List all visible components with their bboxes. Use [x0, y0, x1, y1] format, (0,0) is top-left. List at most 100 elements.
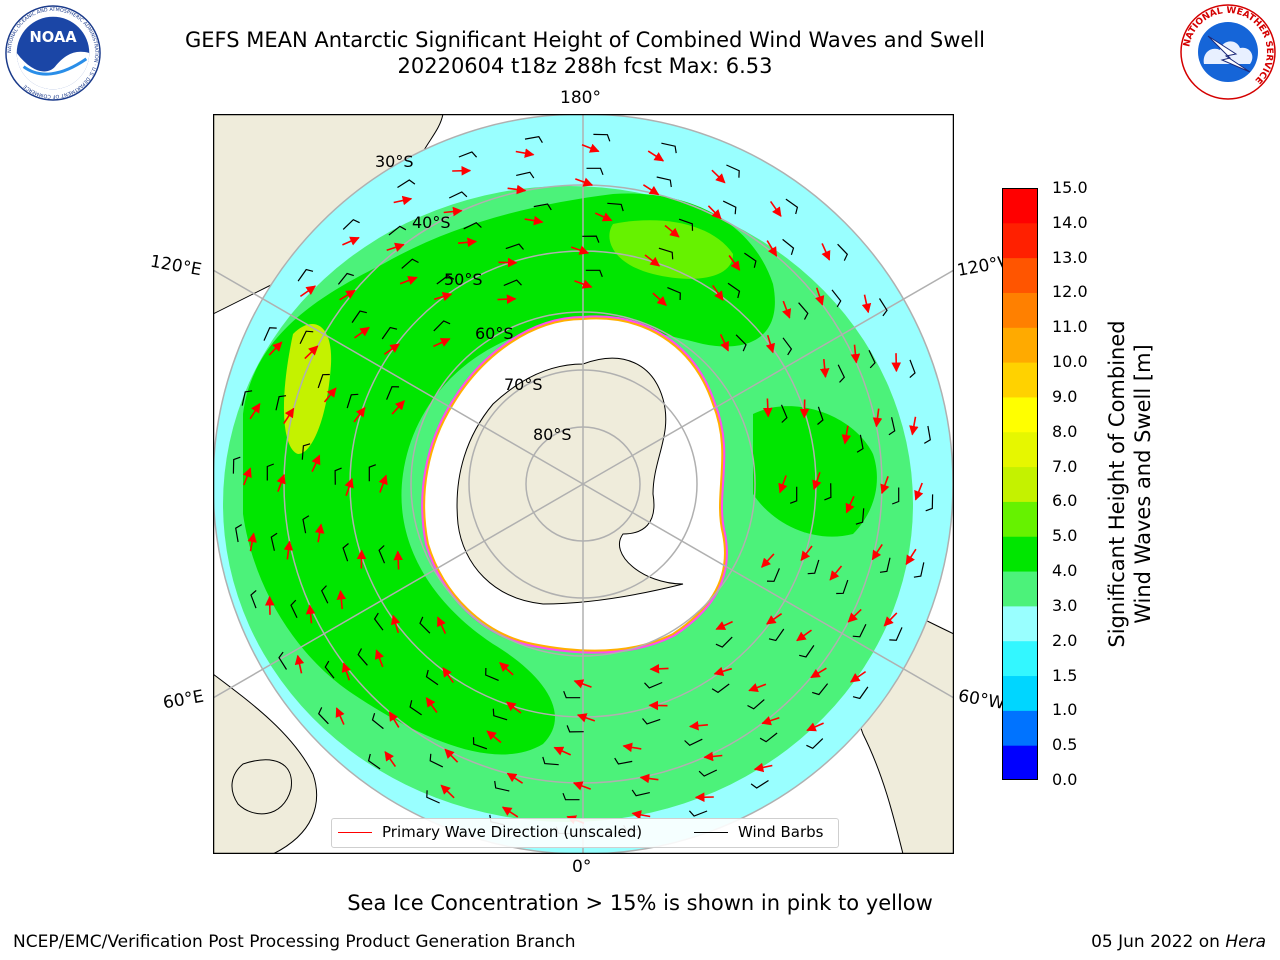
wind-barb	[782, 238, 795, 255]
wind-barb	[923, 425, 931, 444]
wave-direction-arrow	[647, 150, 665, 162]
lat-label-30s: 30°S	[375, 152, 414, 171]
wind-barb	[768, 628, 785, 642]
wind-barb	[582, 235, 600, 243]
wave-direction-arrow	[769, 200, 782, 217]
wind-barb	[868, 349, 876, 369]
wave-band-peak-2	[609, 220, 733, 279]
colorbar-label-line2: Wind Waves and Swell [m]	[1131, 344, 1155, 624]
noaa-logo: NOAA NATIONAL OCEANIC AND ATMOSPHERIC AD…	[5, 5, 101, 101]
wave-direction-arrow	[712, 284, 724, 301]
wave-direction-arrow	[815, 287, 825, 306]
colorbar-tick-label: 0.5	[1052, 735, 1078, 755]
wave-direction-arrow	[761, 716, 780, 726]
wave-direction-arrow	[524, 215, 544, 226]
wind-barb	[727, 282, 741, 299]
wind-barb	[278, 651, 288, 670]
wind-barb	[270, 532, 278, 551]
wind-barb	[715, 636, 733, 648]
wave-direction-arrow	[314, 523, 325, 543]
colorbar-tick-label: 9.0	[1052, 386, 1078, 406]
colorbar-band	[1002, 536, 1038, 572]
wave-direction-arrow	[336, 589, 347, 609]
wind-barb	[726, 164, 740, 178]
wave-direction-arrow	[515, 148, 535, 158]
wind-barb	[789, 486, 798, 504]
colorbar-tick-label: 7.0	[1052, 456, 1078, 476]
wind-barb	[542, 756, 559, 766]
wind-barb	[698, 769, 718, 777]
wind-barb	[747, 699, 765, 710]
lat-label-60s: 60°S	[475, 324, 514, 343]
lon-label-60e: 60°E	[161, 686, 206, 714]
wind-barb	[688, 810, 708, 817]
wave-direction-arrow	[905, 548, 917, 566]
wind-barb	[320, 585, 329, 604]
legend-wind-barbs-label: Wind Barbs	[738, 823, 824, 841]
wave-direction-arrow	[841, 425, 852, 445]
wave-direction-arrow	[639, 773, 659, 784]
wind-barb	[837, 364, 846, 383]
wind-barb	[889, 627, 903, 641]
wave-direction-arrow	[283, 407, 295, 425]
lat-label-70s: 70°S	[504, 375, 543, 394]
wave-direction-arrow	[766, 240, 778, 257]
land-madagascar	[231, 759, 292, 815]
wave-direction-arrow	[354, 326, 370, 339]
wave-direction-arrow	[715, 620, 733, 630]
wave-direction-arrow	[323, 387, 337, 403]
wave-direction-arrow	[249, 402, 261, 420]
wave-direction-arrow	[812, 471, 822, 491]
wave-direction-arrow	[391, 614, 401, 634]
wind-barb	[909, 359, 916, 379]
wave-direction-arrow	[342, 236, 360, 246]
wave-direction-arrow	[642, 184, 660, 196]
wind-barb	[891, 487, 900, 505]
wind-barb	[263, 327, 277, 341]
wind-barb	[642, 718, 661, 725]
wind-barb	[824, 483, 832, 501]
wind-barb	[780, 404, 788, 423]
wave-direction-arrow	[652, 292, 667, 306]
wind-barb	[831, 289, 842, 308]
wind-barb	[250, 589, 257, 609]
wave-direction-arrow	[384, 751, 397, 768]
wave-direction-arrow	[763, 398, 773, 418]
wind-barb	[368, 464, 377, 482]
wave-direction-arrow	[553, 746, 572, 756]
colorbar-tick-label: 3.0	[1052, 595, 1078, 615]
wave-direction-arrow	[374, 649, 384, 668]
wind-barb	[342, 543, 349, 562]
wind-barb	[324, 660, 335, 679]
wind-barb	[585, 269, 603, 278]
wind-barb	[667, 287, 681, 301]
wave-direction-arrow	[506, 772, 524, 784]
wind-barb	[275, 395, 287, 411]
wind-barb	[913, 562, 925, 578]
wave-direction-arrow	[507, 184, 527, 195]
wind-barb	[837, 243, 849, 261]
wave-direction-arrow	[386, 242, 405, 252]
wind-barb	[301, 443, 311, 460]
wave-direction-arrow	[871, 543, 883, 561]
wave-direction-arrow	[344, 477, 354, 497]
wind-barb	[812, 683, 829, 696]
wind-barb	[807, 559, 820, 575]
wave-direction-arrow	[821, 243, 831, 261]
wind-barb	[429, 753, 444, 768]
wave-band-high	[243, 193, 775, 755]
wind-barb	[806, 738, 824, 750]
nws-logo: NATIONAL WEATHER SERVICE	[1180, 4, 1276, 100]
lon-label-60w: 60°W	[956, 686, 1007, 714]
wind-barb	[433, 320, 451, 332]
wind-barb	[593, 133, 611, 142]
wave-direction-arrow	[353, 406, 366, 423]
wind-barb	[836, 579, 849, 595]
wind-barb	[367, 753, 381, 770]
wave-direction-arrow	[850, 344, 861, 364]
wave-direction-arrow	[304, 345, 319, 360]
colorbar-band	[1002, 327, 1038, 363]
wave-direction-arrow	[819, 359, 830, 379]
wind-barb	[419, 616, 431, 634]
wave-direction-arrow	[845, 495, 855, 514]
